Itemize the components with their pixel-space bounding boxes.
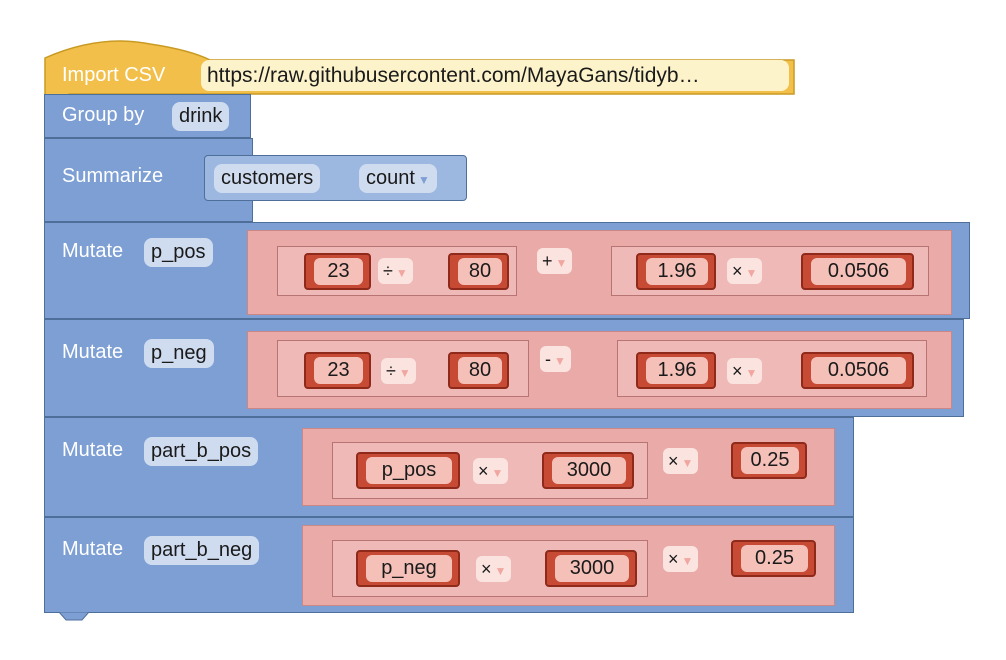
summarize-column-field[interactable]: customers bbox=[214, 164, 321, 193]
operator-dropdown[interactable]: × ▼ bbox=[727, 358, 763, 384]
mutate-name-field[interactable]: p_pos bbox=[144, 238, 213, 267]
operator-value: × bbox=[481, 559, 492, 579]
number-block[interactable]: 1.96 bbox=[636, 352, 716, 389]
operator-dropdown[interactable]: × ▼ bbox=[663, 546, 699, 572]
operator-dropdown[interactable]: × ▼ bbox=[476, 556, 512, 582]
operator-value: × bbox=[478, 461, 489, 481]
chevron-down-icon: ▼ bbox=[554, 354, 566, 368]
chevron-down-icon: ▼ bbox=[745, 366, 758, 380]
mutate-name-field[interactable]: part_b_pos bbox=[144, 437, 259, 466]
number-field[interactable]: 80 bbox=[458, 357, 502, 384]
operator-value: × bbox=[668, 549, 679, 569]
number-block[interactable]: 23 bbox=[304, 253, 371, 290]
chevron-down-icon: ▼ bbox=[395, 266, 408, 280]
operator-value: ÷ bbox=[383, 261, 393, 281]
summarize-function-dropdown[interactable]: count ▼ bbox=[359, 164, 437, 193]
chevron-down-icon: ▼ bbox=[555, 256, 568, 270]
variable-field[interactable]: p_neg bbox=[366, 555, 452, 582]
summarize-input[interactable]: customers count ▼ bbox=[204, 155, 467, 201]
operator-dropdown[interactable]: × ▼ bbox=[663, 448, 699, 474]
mutate-label: Mutate bbox=[62, 341, 124, 363]
operator-value: × bbox=[732, 261, 743, 281]
chevron-down-icon: ▼ bbox=[494, 564, 507, 578]
chevron-down-icon: ▼ bbox=[681, 554, 694, 568]
summarize-function-value: count bbox=[366, 167, 415, 189]
number-block[interactable]: p_pos bbox=[356, 452, 460, 489]
number-block[interactable]: 80 bbox=[448, 253, 509, 290]
number-block[interactable]: 0.25 bbox=[731, 442, 807, 479]
operator-dropdown[interactable]: × ▼ bbox=[727, 258, 763, 284]
chevron-down-icon: ▼ bbox=[745, 266, 758, 280]
number-block[interactable]: 23 bbox=[304, 352, 371, 389]
chevron-down-icon: ▼ bbox=[398, 366, 411, 380]
operator-dropdown[interactable]: + ▼ bbox=[537, 248, 573, 274]
number-field[interactable]: 1.96 bbox=[646, 357, 708, 384]
group-by-field[interactable]: drink bbox=[172, 102, 230, 131]
number-block[interactable]: 0.25 bbox=[731, 540, 816, 577]
number-field[interactable]: 3000 bbox=[555, 555, 629, 582]
import-csv-block[interactable]: Import CSV https://raw.githubusercontent… bbox=[44, 58, 799, 94]
operator-value: × bbox=[668, 451, 679, 471]
operator-dropdown[interactable]: ÷ ▼ bbox=[378, 258, 413, 284]
operator-dropdown[interactable]: - ▼ bbox=[540, 346, 571, 372]
group-by-label: Group by bbox=[62, 104, 145, 126]
number-field[interactable]: 80 bbox=[458, 258, 502, 285]
number-field[interactable]: 23 bbox=[314, 258, 363, 285]
number-field[interactable]: 23 bbox=[314, 357, 363, 384]
number-field[interactable]: 3000 bbox=[552, 457, 626, 484]
chevron-down-icon: ▼ bbox=[681, 456, 694, 470]
operator-dropdown[interactable]: × ▼ bbox=[473, 458, 509, 484]
operator-dropdown[interactable]: ÷ ▼ bbox=[381, 358, 416, 384]
number-block[interactable]: 1.96 bbox=[636, 253, 716, 290]
operator-value: + bbox=[542, 251, 553, 271]
mutate-name-field[interactable]: p_neg bbox=[144, 339, 214, 368]
block-bottom-notch bbox=[58, 612, 90, 621]
number-block[interactable]: 0.0506 bbox=[801, 352, 914, 389]
number-block[interactable]: 80 bbox=[448, 352, 509, 389]
number-block[interactable]: p_neg bbox=[356, 550, 460, 587]
mutate-label: Mutate bbox=[62, 240, 124, 262]
number-block[interactable]: 3000 bbox=[542, 452, 634, 489]
number-block[interactable]: 0.0506 bbox=[801, 253, 914, 290]
number-field[interactable]: 0.25 bbox=[741, 447, 799, 474]
csv-url-field[interactable]: https://raw.githubusercontent.com/MayaGa… bbox=[201, 60, 789, 91]
summarize-label: Summarize bbox=[62, 165, 164, 187]
import-csv-label: Import CSV bbox=[62, 64, 166, 86]
number-field[interactable]: 0.0506 bbox=[811, 357, 906, 384]
mutate-label: Mutate bbox=[62, 538, 124, 560]
number-field[interactable]: 0.25 bbox=[741, 545, 808, 572]
number-block[interactable]: 3000 bbox=[545, 550, 637, 587]
operator-value: - bbox=[545, 349, 551, 369]
group-by-block[interactable]: Group by drink bbox=[44, 94, 251, 138]
chevron-down-icon: ▼ bbox=[417, 173, 430, 187]
number-field[interactable]: 0.0506 bbox=[811, 258, 906, 285]
mutate-label: Mutate bbox=[62, 439, 124, 461]
chevron-down-icon: ▼ bbox=[491, 466, 504, 480]
operator-value: ÷ bbox=[386, 361, 396, 381]
number-field[interactable]: 1.96 bbox=[646, 258, 708, 285]
operator-value: × bbox=[732, 361, 743, 381]
variable-field[interactable]: p_pos bbox=[366, 457, 452, 484]
mutate-name-field[interactable]: part_b_neg bbox=[144, 536, 260, 565]
